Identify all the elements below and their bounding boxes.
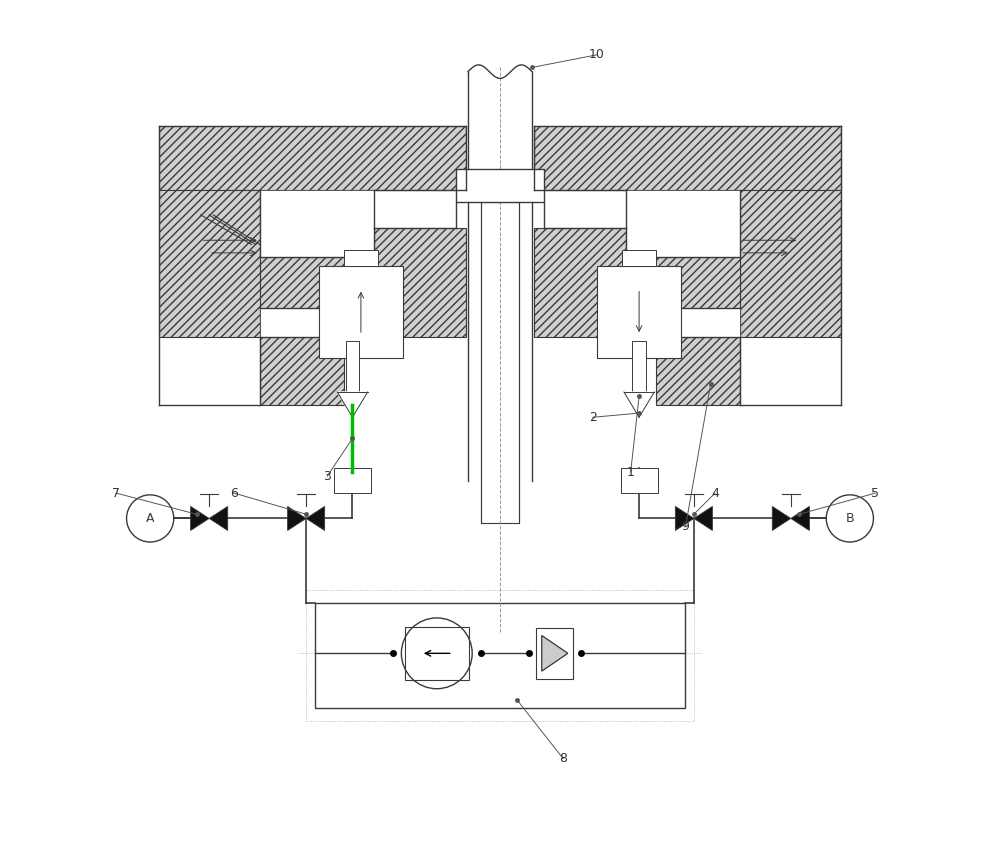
Text: 2: 2: [589, 411, 597, 424]
Bar: [456, 169, 544, 202]
Bar: [740, 190, 841, 337]
Bar: [626, 257, 740, 337]
Polygon shape: [209, 507, 228, 530]
Bar: [481, 202, 519, 523]
Text: 1: 1: [627, 465, 635, 479]
Polygon shape: [191, 507, 209, 530]
Polygon shape: [624, 392, 654, 417]
Text: 6: 6: [231, 486, 238, 500]
Text: 7: 7: [112, 486, 120, 500]
Bar: [621, 468, 658, 493]
Text: 9: 9: [682, 520, 689, 534]
Text: B: B: [846, 512, 854, 525]
Text: 8: 8: [559, 752, 567, 765]
Bar: [319, 266, 403, 358]
Bar: [159, 190, 260, 337]
Bar: [405, 627, 469, 679]
Bar: [656, 337, 740, 405]
Bar: [315, 603, 685, 708]
Bar: [632, 341, 646, 405]
Polygon shape: [791, 507, 809, 530]
Text: A: A: [146, 512, 154, 525]
Text: 5: 5: [871, 486, 879, 500]
Bar: [260, 190, 374, 257]
Bar: [346, 341, 359, 405]
Bar: [534, 126, 841, 190]
Polygon shape: [337, 392, 368, 417]
Bar: [597, 266, 681, 358]
Bar: [260, 337, 344, 405]
Polygon shape: [675, 507, 694, 530]
Bar: [334, 468, 371, 493]
Bar: [536, 628, 573, 679]
Bar: [622, 250, 656, 266]
Polygon shape: [542, 636, 568, 671]
Bar: [260, 308, 344, 337]
Polygon shape: [288, 507, 306, 530]
Bar: [534, 228, 626, 337]
Polygon shape: [772, 507, 791, 530]
Bar: [260, 257, 374, 337]
Bar: [656, 308, 740, 337]
Bar: [344, 250, 378, 266]
Bar: [159, 126, 466, 190]
Text: 10: 10: [589, 48, 605, 62]
Bar: [306, 590, 694, 721]
Text: 4: 4: [711, 486, 719, 500]
Bar: [374, 228, 466, 337]
Bar: [626, 190, 740, 257]
Polygon shape: [306, 507, 325, 530]
Text: 3: 3: [323, 470, 331, 483]
Polygon shape: [694, 507, 712, 530]
